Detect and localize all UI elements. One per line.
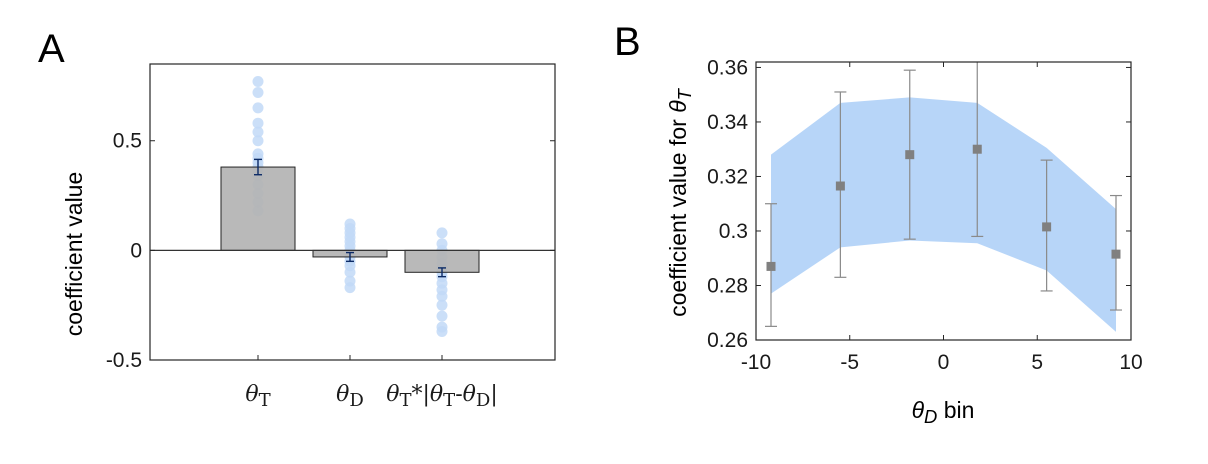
markers-b [766, 144, 1121, 271]
y-axis-label-b: coefficient value for θT [665, 87, 695, 317]
label-part: bin [937, 397, 974, 423]
confidence-band [771, 97, 1116, 332]
y-tick-label: -0.5 [106, 349, 142, 372]
scatter-point [436, 227, 448, 239]
label-part: θ [665, 100, 691, 113]
bar [220, 166, 296, 251]
label-part: θ [463, 382, 476, 407]
category-label: θT [245, 382, 270, 411]
y-tick-label: 0.36 [707, 56, 748, 79]
x-tick-label: -10 [741, 351, 771, 374]
category-labels-a: θT θD θT*|θT-θD| [245, 355, 498, 411]
axes-frame-a [149, 63, 556, 361]
data-marker [972, 144, 982, 154]
x-tick-label: 0 [938, 351, 950, 374]
panel-letter-a: A [38, 27, 65, 71]
x-tick-label: 5 [1031, 351, 1043, 374]
y-ticks-b: 0.26 0.28 0.3 0.32 0.34 0.36 [707, 56, 1131, 352]
scatter-point [252, 126, 264, 138]
y-tick-label: 0 [130, 239, 142, 262]
label-part: D [924, 406, 937, 427]
y-tick-label: 0.32 [707, 165, 748, 188]
scatter-point [252, 117, 264, 129]
category-label: θT*|θT-θD| [386, 382, 498, 411]
label-part: θ [245, 382, 258, 407]
label-part: θ [912, 397, 925, 423]
error-bar [254, 158, 262, 176]
scatter-point [252, 135, 264, 147]
label-part: coefficient value for [665, 113, 691, 317]
scatter-point [344, 266, 356, 278]
category-label: θD [336, 382, 364, 411]
error-bar [346, 251, 354, 263]
label-part: T [674, 87, 695, 100]
scatter-point [436, 290, 448, 302]
y-tick-label: 0.26 [707, 329, 748, 352]
y-tick-label: 0.34 [707, 111, 748, 134]
scatter-point [252, 87, 264, 99]
data-marker [1111, 249, 1121, 259]
y-tick-label: 0.28 [707, 274, 748, 297]
data-marker [835, 181, 845, 191]
data-marker [905, 150, 915, 160]
label-part: T [443, 390, 455, 411]
error-bar [438, 267, 446, 278]
label-part: D [476, 390, 490, 411]
x-axis-label-b: θD bin [912, 397, 975, 427]
label-part: θ [386, 382, 399, 407]
error-bars-a [254, 158, 446, 278]
data-marker [1042, 222, 1052, 232]
label-part: T [259, 390, 271, 411]
y-tick-label: 0.5 [113, 130, 142, 153]
x-ticks-b: -10 -5 0 5 10 [741, 62, 1143, 374]
label-part: | [490, 382, 497, 407]
label-part: θ [336, 382, 349, 407]
scatter-point [436, 310, 448, 322]
label-part: T [399, 390, 411, 411]
scatter-point [436, 299, 448, 311]
data-marker [766, 261, 776, 271]
label-part: - [455, 382, 462, 407]
label-part: D [349, 390, 363, 411]
x-tick-label: 10 [1119, 351, 1142, 374]
x-tick-label: -5 [840, 351, 859, 374]
scatter-point [252, 102, 264, 114]
panel-a: A -0.500.5 θT θD θT*|θT-θD| coefficient va… [38, 27, 556, 411]
y-tick-label: 0.3 [719, 220, 748, 243]
scatter-point [252, 76, 264, 88]
scatter-point [436, 325, 448, 337]
y-axis-label-a: coefficient value [61, 172, 87, 337]
y-ticks-a: -0.5 0 0.5 [106, 130, 555, 372]
panel-letter-b: B [614, 20, 641, 64]
panel-b: B 0.260.280.30.320.340.36 -10 -5 0 5 10 θD b… [614, 20, 1143, 427]
scatter-point [344, 282, 356, 294]
label-part: *| [412, 382, 430, 407]
label-part: θ [430, 382, 443, 407]
